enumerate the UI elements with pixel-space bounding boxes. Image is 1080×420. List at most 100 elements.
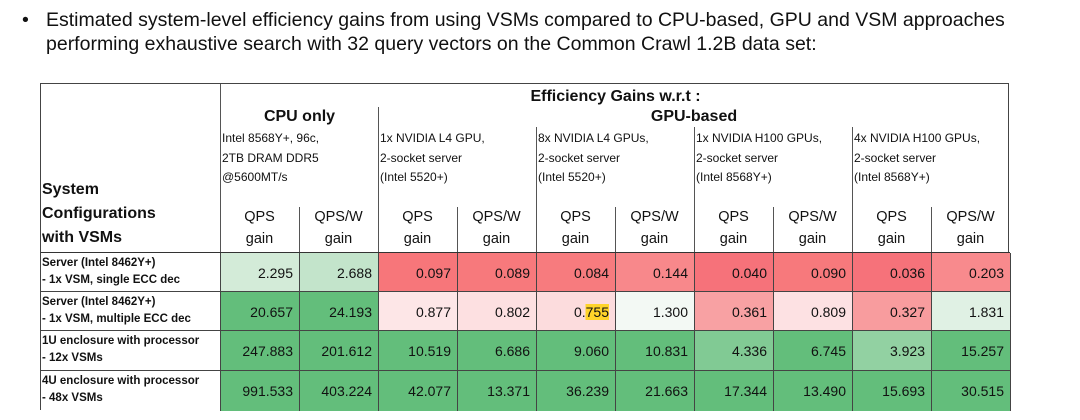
table-cell: 13.371 [458,371,537,411]
metric-label-line: gain [798,231,827,247]
cell-value: 42.077 [408,383,451,399]
table-cell: 36.239 [537,371,616,411]
metric-label-line: QPS/W [788,209,837,225]
metric-label-line: gain [482,231,511,247]
table-cell: 991.533 [221,371,300,411]
row-label-line: - 12x VSMs [42,352,103,364]
system-description-line: @5600MT/s [222,170,288,184]
row-label: 4U enclosure with processor - 48x VSMs [41,371,221,411]
bullet-dot-icon: • [22,9,29,31]
cell-value: 15.693 [882,383,925,399]
row-label-line: Server (Intel 8462Y+) [42,257,156,269]
cell-value: 6.686 [494,343,530,359]
bullet-text: Estimated system-level efficiency gains … [46,9,1005,55]
cell-value: 0.090 [810,264,846,281]
table-cell: 2.688 [300,253,379,292]
table-cell: 0.089 [458,253,537,292]
cell-value: 403.224 [321,383,372,399]
system-description-line: 8x NVIDIA L4 GPUs, [538,131,649,145]
metric-label-line: gain [640,231,669,247]
table-cell: 0.361 [695,292,774,331]
cell-value: 10.831 [645,343,688,359]
cell-value: 1.831 [968,303,1004,320]
table-cell: 0.097 [379,253,458,292]
cell-value: 30.515 [961,383,1004,399]
table-cell: 17.344 [695,371,774,411]
table-cell: 247.883 [221,331,300,371]
system-description-line: Intel 8568Y+, 96c, [222,131,320,145]
system-description-line: 2-socket server [380,150,463,165]
row-label: Server (Intel 8462Y+) - 1x VSM, multiple … [41,292,221,331]
cell-value: 0.802 [494,303,530,320]
cell-value: 247.883 [242,343,293,359]
cell-value: 24.193 [329,303,372,320]
divider [536,127,537,252]
table-cell: 0.090 [774,253,853,292]
row-divider [41,330,1010,331]
metric-label-line: QPS [402,209,433,225]
row-divider [41,291,1010,292]
table-cell: 21.663 [616,371,695,411]
metric-label: QPS gain [852,206,931,250]
metric-label-line: gain [403,231,432,247]
row-header-line: with VSMs [42,229,123,246]
table-cell: 0.809 [774,292,853,331]
table-cell: 0.084 [537,253,616,292]
divider [457,207,458,252]
row-label: 1U enclosure with processor - 12x VSMs [41,331,221,371]
table-cell: 0.802 [458,292,537,331]
table-cell: 403.224 [300,371,379,411]
cell-value: 17.344 [724,383,767,399]
table-cell: 13.490 [774,371,853,411]
table-cell: 30.515 [932,371,1011,411]
divider [773,207,774,252]
metric-label: QPS gain [220,206,299,250]
table-cell: 0.203 [932,253,1011,292]
system-description-line: 2TB DRAM DDR5 [222,150,319,165]
row-label-line: 1U enclosure with processor [42,335,200,347]
cell-value: 0.036 [889,264,925,281]
cell-value: 0.144 [652,264,688,281]
system-description-line: (Intel 8568Y+) [854,170,930,184]
cell-value: 13.490 [803,383,846,399]
table-cell: 9.060 [537,331,616,371]
system-description-line: 4x NVIDIA H100 GPUs, [854,131,981,145]
table-cell: 10.519 [379,331,458,371]
system-description: 1x NVIDIA L4 GPU, 2-socket server (Intel 5… [380,129,485,188]
cell-value-highlighted: 0.755 [573,303,609,320]
cell-value: 0.361 [731,303,767,320]
metric-label: QPS gain [536,206,615,250]
table-cell: 6.745 [774,331,853,371]
table-cell: 42.077 [379,371,458,411]
cell-value: 0.084 [573,264,609,281]
metric-label-line: gain [245,231,274,247]
table-cell: 10.831 [616,331,695,371]
row-label-line: 4U enclosure with processor [42,375,200,387]
metric-label-line: QPS/W [472,209,521,225]
cell-value: 0.809 [810,303,846,320]
table-cell: 201.612 [300,331,379,371]
table-cell: 15.693 [853,371,932,411]
metric-label: QPS/W gain [299,206,378,250]
metric-label-line: QPS [718,209,749,225]
divider [299,207,300,252]
table-cell: 20.657 [221,292,300,331]
cell-value: 6.745 [810,343,846,359]
row-header: System Configurations with VSMs [42,178,156,250]
header-divider [41,252,1010,253]
system-description-line: (Intel 8568Y+) [696,170,772,184]
table-cell: 0.755 [537,292,616,331]
cell-value: 201.612 [321,343,372,359]
table-cell: 1.300 [616,292,695,331]
table-cell: 6.686 [458,331,537,371]
metric-label: QPS/W gain [615,206,694,250]
cell-value: 15.257 [961,343,1004,359]
cell-value: 0.877 [415,303,451,320]
metric-label-line: QPS [244,209,275,225]
system-description-line: 2-socket server [854,150,937,165]
divider [852,127,853,252]
divider [694,127,695,252]
divider [220,84,221,252]
table-cell: 24.193 [300,292,379,331]
cell-value: 4.336 [731,343,767,359]
